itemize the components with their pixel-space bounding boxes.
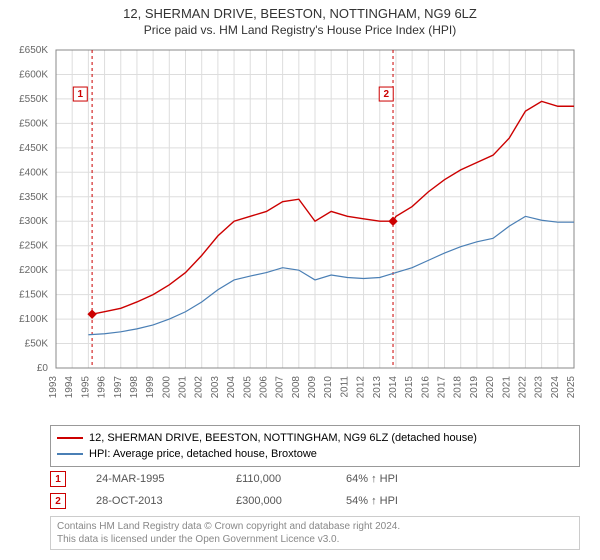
sale-date-1: 24-MAR-1995 bbox=[96, 473, 206, 485]
sale-price-1: £110,000 bbox=[236, 473, 316, 485]
svg-text:2000: 2000 bbox=[161, 376, 172, 399]
sale-badge-2: 2 bbox=[50, 493, 66, 509]
footer-line2: This data is licensed under the Open Gov… bbox=[57, 533, 573, 546]
sale-pct-2: 54% ↑ HPI bbox=[346, 495, 436, 507]
svg-text:2011: 2011 bbox=[339, 376, 350, 398]
sale-row-1: 1 24-MAR-1995 £110,000 64% ↑ HPI bbox=[50, 468, 436, 490]
svg-text:£100K: £100K bbox=[19, 314, 48, 325]
svg-text:£300K: £300K bbox=[19, 216, 48, 227]
title-address: 12, SHERMAN DRIVE, BEESTON, NOTTINGHAM, … bbox=[0, 6, 600, 21]
svg-text:2016: 2016 bbox=[420, 376, 431, 399]
svg-text:2020: 2020 bbox=[485, 376, 496, 399]
legend-item-property: 12, SHERMAN DRIVE, BEESTON, NOTTINGHAM, … bbox=[57, 430, 573, 446]
svg-text:£150K: £150K bbox=[19, 290, 48, 301]
sale-date-2: 28-OCT-2013 bbox=[96, 495, 206, 507]
svg-text:2018: 2018 bbox=[453, 376, 464, 399]
svg-text:1: 1 bbox=[78, 89, 84, 100]
svg-text:£200K: £200K bbox=[19, 265, 48, 276]
svg-text:£550K: £550K bbox=[19, 94, 48, 105]
legend-swatch-hpi bbox=[57, 453, 83, 455]
legend-swatch-property bbox=[57, 437, 83, 439]
svg-text:2010: 2010 bbox=[323, 376, 334, 399]
svg-text:2008: 2008 bbox=[291, 376, 302, 399]
svg-text:2002: 2002 bbox=[194, 376, 205, 399]
svg-text:£450K: £450K bbox=[19, 143, 48, 154]
footer-attribution: Contains HM Land Registry data © Crown c… bbox=[50, 516, 580, 550]
svg-text:£350K: £350K bbox=[19, 192, 48, 203]
footer-line1: Contains HM Land Registry data © Crown c… bbox=[57, 520, 573, 533]
svg-text:2007: 2007 bbox=[275, 376, 286, 399]
svg-text:1999: 1999 bbox=[145, 376, 156, 399]
svg-text:1995: 1995 bbox=[80, 376, 91, 399]
legend-label-hpi: HPI: Average price, detached house, Brox… bbox=[89, 448, 317, 460]
svg-text:2023: 2023 bbox=[534, 376, 545, 399]
svg-text:2005: 2005 bbox=[242, 376, 253, 399]
sale-price-2: £300,000 bbox=[236, 495, 316, 507]
svg-text:2006: 2006 bbox=[258, 376, 269, 399]
svg-text:2012: 2012 bbox=[356, 376, 367, 399]
svg-text:£400K: £400K bbox=[19, 167, 48, 178]
chart-container: 12, SHERMAN DRIVE, BEESTON, NOTTINGHAM, … bbox=[0, 0, 600, 560]
svg-text:£250K: £250K bbox=[19, 241, 48, 252]
svg-text:£500K: £500K bbox=[19, 118, 48, 129]
svg-text:2017: 2017 bbox=[437, 376, 448, 399]
svg-text:2019: 2019 bbox=[469, 376, 480, 399]
price-chart: £0£50K£100K£150K£200K£250K£300K£350K£400… bbox=[50, 44, 580, 414]
svg-text:1996: 1996 bbox=[97, 376, 108, 399]
title-subtitle: Price paid vs. HM Land Registry's House … bbox=[0, 23, 600, 37]
svg-text:1997: 1997 bbox=[113, 376, 124, 399]
legend-label-property: 12, SHERMAN DRIVE, BEESTON, NOTTINGHAM, … bbox=[89, 432, 477, 444]
svg-text:2013: 2013 bbox=[372, 376, 383, 399]
sales-table: 1 24-MAR-1995 £110,000 64% ↑ HPI 2 28-OC… bbox=[50, 468, 436, 512]
svg-text:2: 2 bbox=[383, 89, 389, 100]
svg-text:2021: 2021 bbox=[501, 376, 512, 399]
sale-badge-1: 1 bbox=[50, 471, 66, 487]
svg-text:2015: 2015 bbox=[404, 376, 415, 399]
svg-text:£650K: £650K bbox=[19, 45, 48, 56]
svg-text:1998: 1998 bbox=[129, 376, 140, 399]
svg-text:1994: 1994 bbox=[64, 376, 75, 399]
svg-text:2003: 2003 bbox=[210, 376, 221, 399]
svg-text:£0: £0 bbox=[37, 363, 49, 374]
svg-text:2024: 2024 bbox=[550, 376, 561, 399]
sale-pct-1: 64% ↑ HPI bbox=[346, 473, 436, 485]
legend-item-hpi: HPI: Average price, detached house, Brox… bbox=[57, 446, 573, 462]
svg-text:2014: 2014 bbox=[388, 376, 399, 399]
svg-text:2025: 2025 bbox=[566, 376, 577, 399]
svg-text:2009: 2009 bbox=[307, 376, 318, 399]
svg-text:£600K: £600K bbox=[19, 69, 48, 80]
svg-text:2022: 2022 bbox=[517, 376, 528, 399]
title-block: 12, SHERMAN DRIVE, BEESTON, NOTTINGHAM, … bbox=[0, 0, 600, 37]
legend: 12, SHERMAN DRIVE, BEESTON, NOTTINGHAM, … bbox=[50, 425, 580, 467]
svg-text:2004: 2004 bbox=[226, 376, 237, 399]
svg-text:1993: 1993 bbox=[48, 376, 59, 399]
svg-text:2001: 2001 bbox=[178, 376, 189, 399]
sale-row-2: 2 28-OCT-2013 £300,000 54% ↑ HPI bbox=[50, 490, 436, 512]
svg-text:£50K: £50K bbox=[25, 339, 49, 350]
